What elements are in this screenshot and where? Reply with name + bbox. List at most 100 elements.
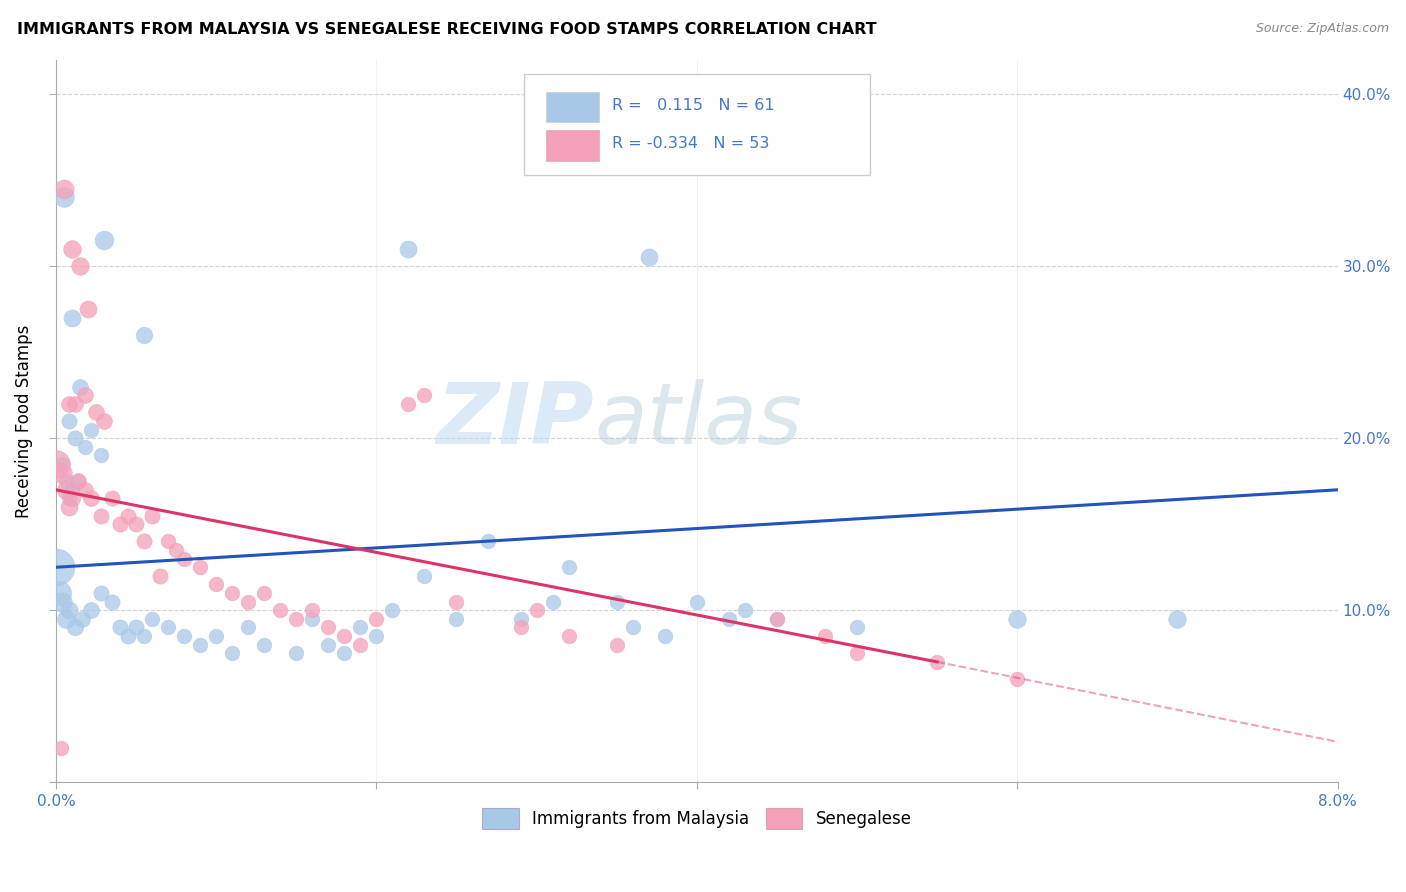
Point (60, 242, 83, 256)
Text: R =   0.115   N = 61: R = 0.115 N = 61 (612, 97, 775, 112)
Point (55, 474, 77, 488)
Point (766, 612, 789, 626)
Point (108, 517, 131, 532)
Point (927, 655, 949, 669)
Point (526, 603, 548, 617)
Point (717, 612, 740, 626)
Point (333, 629, 356, 643)
Point (58, 500, 80, 514)
Point (396, 242, 419, 256)
Point (69, 259, 91, 273)
Point (173, 629, 195, 643)
Point (63, 431, 86, 445)
Point (686, 595, 709, 609)
Point (621, 620, 644, 634)
Point (316, 620, 339, 634)
Point (734, 603, 756, 617)
Point (132, 327, 155, 342)
Legend: Immigrants from Malaysia, Senegalese: Immigrants from Malaysia, Senegalese (475, 802, 918, 836)
Point (141, 612, 163, 626)
Point (60, 483, 83, 497)
Point (67, 474, 90, 488)
Point (60, 491, 83, 506)
Point (52, 190, 75, 204)
Point (366, 629, 388, 643)
Text: atlas: atlas (595, 379, 803, 462)
Point (654, 629, 676, 643)
Point (205, 629, 228, 643)
Point (63, 397, 86, 411)
Point (58, 414, 80, 428)
Point (221, 586, 243, 600)
Point (766, 612, 789, 626)
Point (637, 251, 659, 265)
Point (93, 233, 115, 247)
Point (63, 620, 86, 634)
Point (51, 466, 73, 480)
Point (349, 620, 371, 634)
Point (101, 595, 124, 609)
Point (381, 603, 404, 617)
Y-axis label: Receiving Food Stamps: Receiving Food Stamps (15, 325, 32, 517)
Point (446, 612, 468, 626)
Point (70, 612, 93, 626)
Point (48, 586, 70, 600)
Point (73, 483, 96, 497)
Point (1005, 612, 1028, 626)
Point (51, 457, 73, 471)
Point (117, 629, 139, 643)
Point (45, 560, 67, 574)
Point (90, 586, 112, 600)
Point (80, 423, 103, 437)
Text: Source: ZipAtlas.com: Source: ZipAtlas.com (1256, 22, 1389, 36)
Point (413, 388, 436, 402)
Text: R = -0.334   N = 53: R = -0.334 N = 53 (612, 136, 769, 151)
Point (73, 388, 96, 402)
Point (108, 620, 131, 634)
Point (157, 620, 180, 634)
Point (69, 379, 91, 393)
Point (413, 569, 436, 583)
Point (366, 612, 388, 626)
Text: IMMIGRANTS FROM MALAYSIA VS SENEGALESE RECEIVING FOOD STAMPS CORRELATION CHART: IMMIGRANTS FROM MALAYSIA VS SENEGALESE R… (17, 22, 876, 37)
Point (101, 491, 124, 506)
Point (90, 508, 112, 523)
Point (80, 603, 103, 617)
Point (149, 569, 172, 583)
Point (93, 414, 115, 428)
Point (285, 612, 308, 626)
Point (253, 586, 276, 600)
Point (846, 620, 869, 634)
Point (60, 310, 83, 325)
Point (301, 612, 323, 626)
Point (173, 551, 195, 566)
Point (285, 646, 308, 660)
Point (846, 646, 869, 660)
Point (55, 483, 77, 497)
FancyBboxPatch shape (524, 74, 870, 175)
Point (90, 449, 112, 463)
Point (221, 646, 243, 660)
Point (477, 534, 499, 549)
Point (132, 534, 155, 549)
Point (446, 595, 468, 609)
Point (67, 474, 90, 488)
Point (557, 629, 579, 643)
Point (509, 612, 531, 626)
Point (58, 491, 80, 506)
Point (238, 620, 260, 634)
Point (125, 517, 148, 532)
Point (125, 620, 148, 634)
Point (55, 612, 77, 626)
Point (396, 397, 419, 411)
Point (1166, 612, 1188, 626)
Point (77, 302, 100, 317)
Point (349, 638, 371, 652)
Text: ZIP: ZIP (437, 379, 595, 462)
Point (51, 595, 73, 609)
Point (117, 508, 139, 523)
Point (165, 543, 187, 558)
Point (269, 603, 291, 617)
Point (45, 457, 67, 471)
Point (316, 638, 339, 652)
